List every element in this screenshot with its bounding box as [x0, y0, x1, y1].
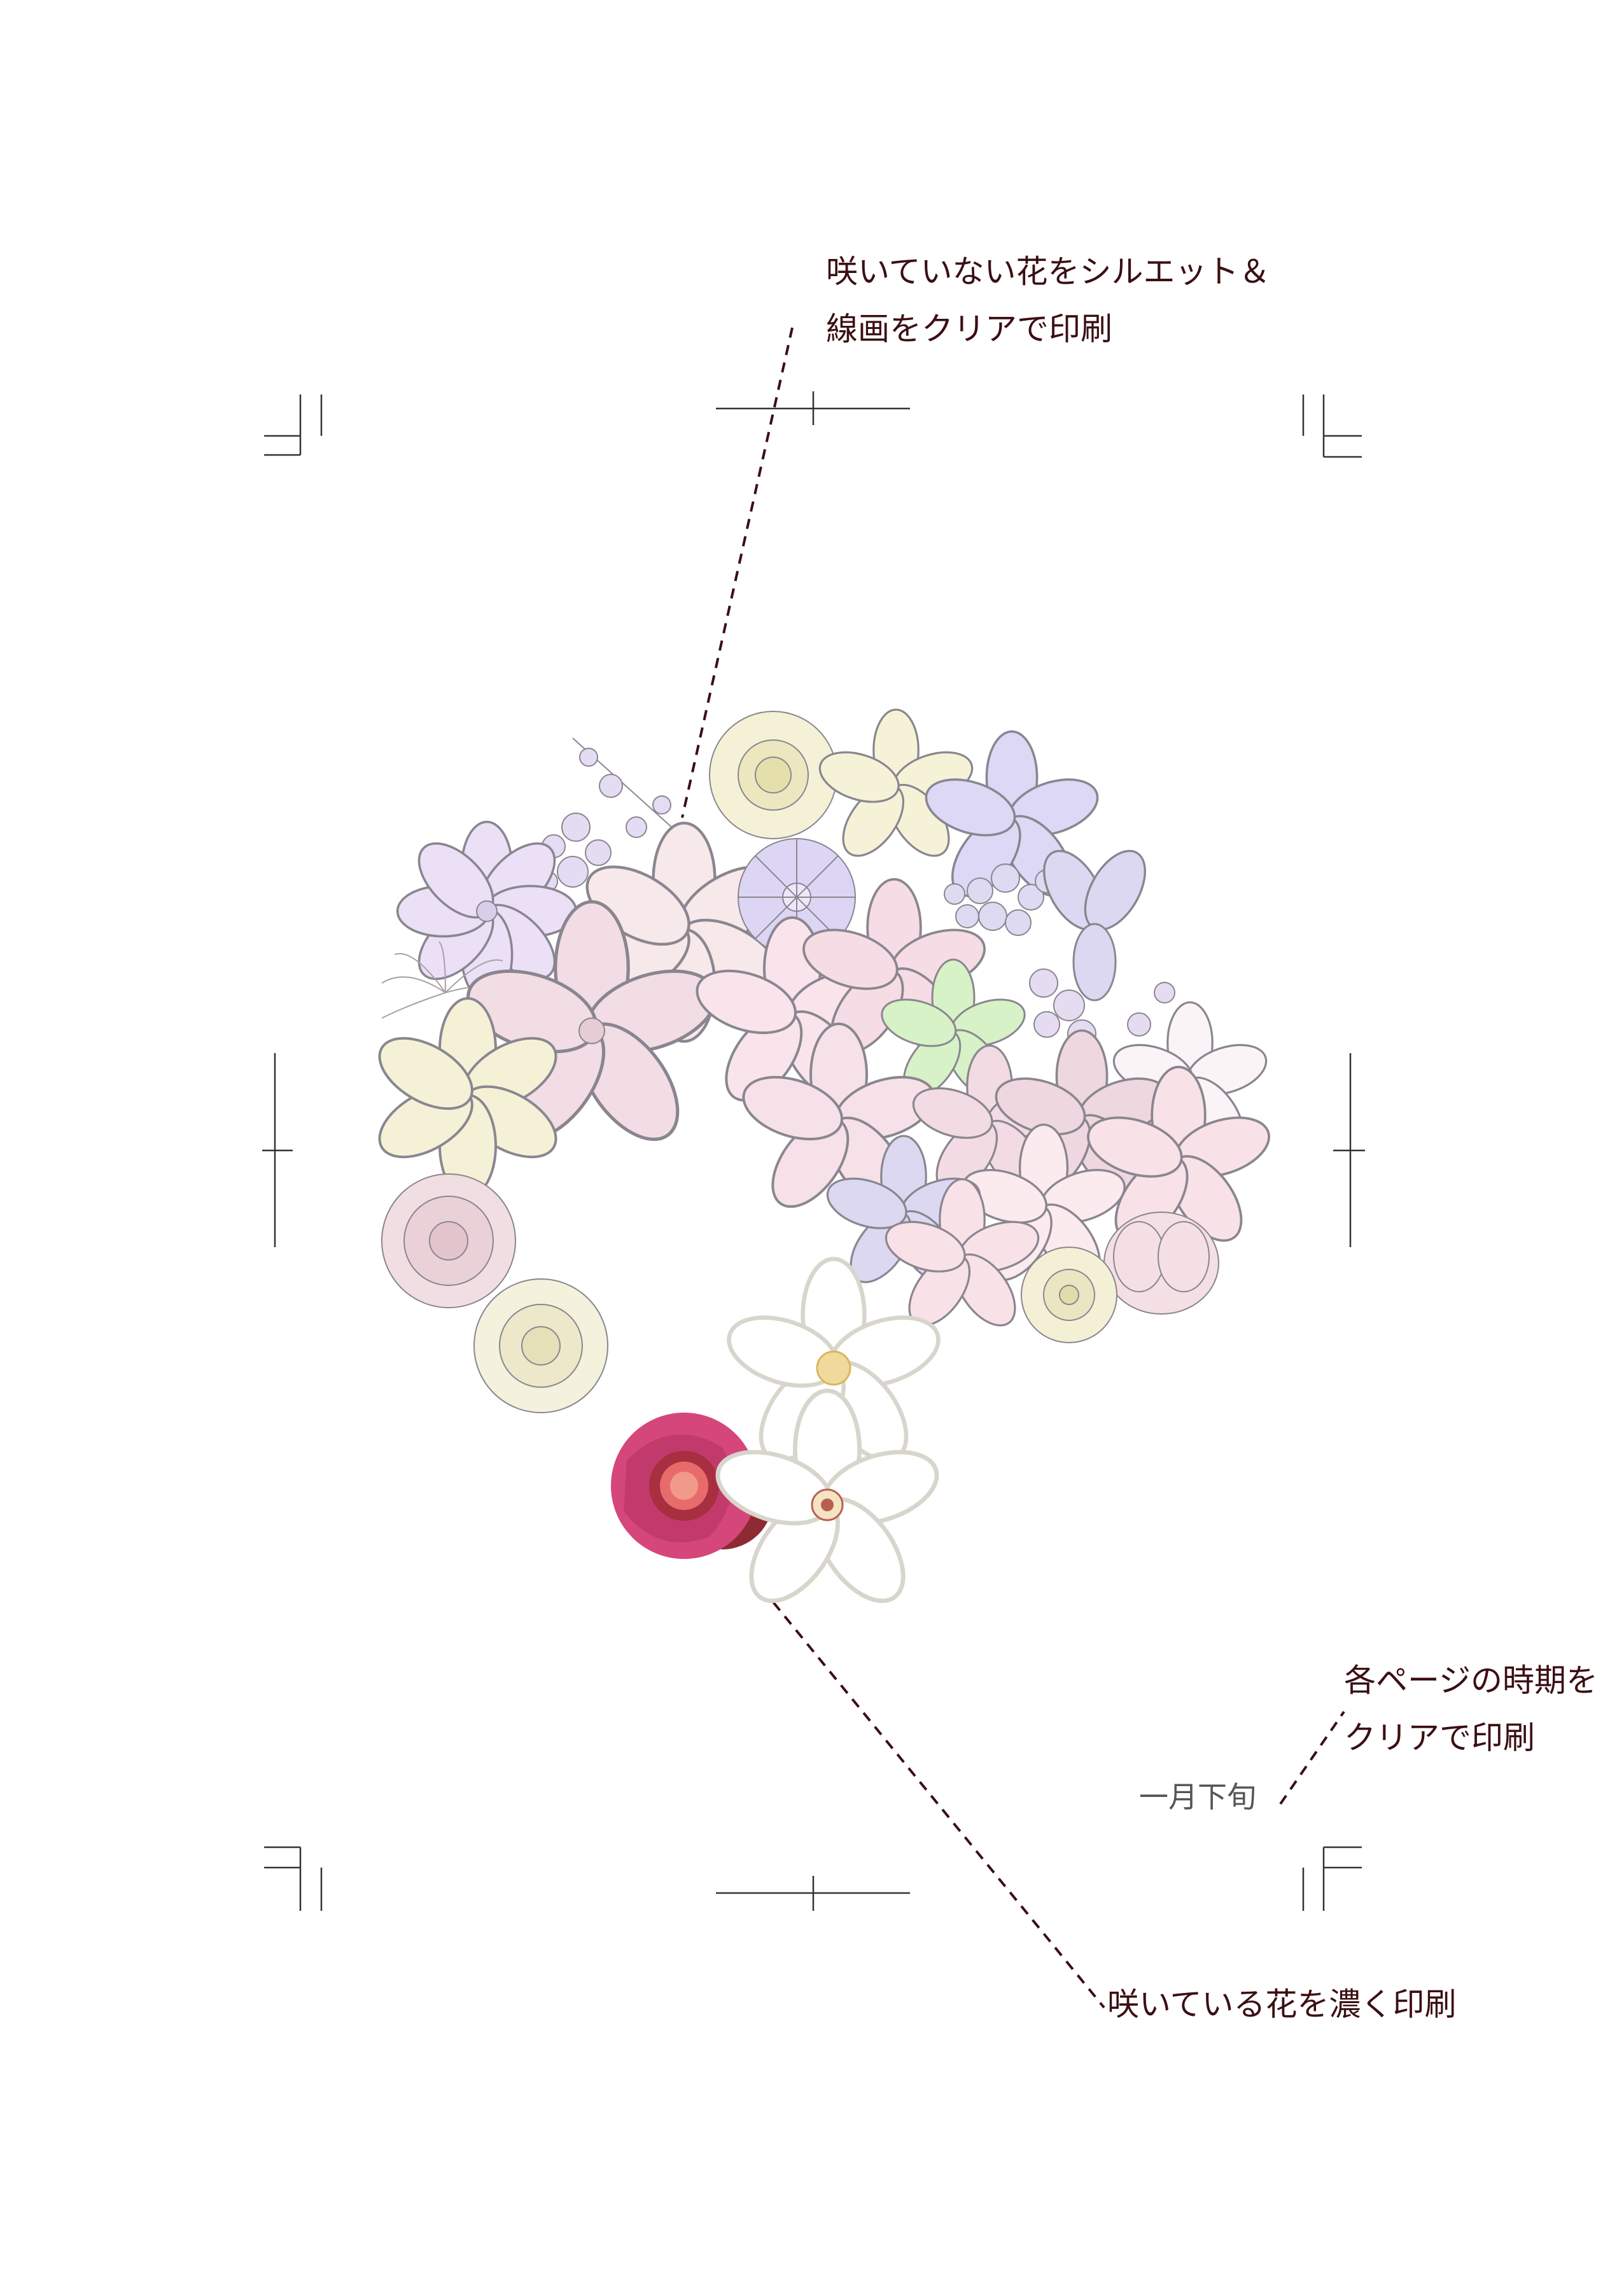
flower-tulip [1103, 1212, 1219, 1315]
registration-mark-right [1333, 1053, 1365, 1247]
crop-mark-top-right [1302, 395, 1362, 458]
leader-line-unbloomed [681, 327, 794, 818]
registration-mark-bottom [716, 1876, 910, 1911]
flower-cosmos [396, 820, 578, 1002]
annotation-unbloomed: 咲いていない花をシルエット＆ 線画をクリアで印刷 [826, 243, 1271, 358]
bloomed-flowers [611, 1259, 947, 1616]
flower-morning-glory [738, 838, 856, 956]
annotation-period-line-2: クリアで印刷 [1344, 1719, 1535, 1756]
annotation-unbloomed-line-2: 線画をクリアで印刷 [826, 311, 1112, 347]
flower-chrysanthemum [473, 1278, 608, 1413]
crop-mark-top-left [264, 395, 323, 456]
leader-lines [681, 327, 1345, 2009]
flower-wreath [366, 708, 1278, 1413]
annotation-unbloomed-line-1: 咲いていない花をシルエット＆ [826, 253, 1271, 290]
flower-white-plum [709, 1391, 946, 1616]
crop-mark-bottom-left [264, 1846, 323, 1911]
registration-mark-left [262, 1053, 293, 1247]
flower-white-narcissus [720, 1259, 947, 1474]
period-label: 一月下旬 [1139, 1780, 1256, 1814]
annotation-bloomed: 咲いている花を濃く印刷 [1107, 1976, 1457, 2033]
flower-gerbera [709, 711, 837, 839]
flower-dahlia [1021, 1247, 1117, 1343]
leader-line-bloomed [750, 1574, 1105, 2009]
annotation-period: 各ページの時期を クリアで印刷 [1344, 1652, 1598, 1766]
annotation-bloomed-line: 咲いている花を濃く印刷 [1107, 1986, 1457, 2023]
flower-large-pink [458, 902, 725, 1156]
flower-pale-camellia [381, 1173, 516, 1308]
leader-line-period [1279, 1710, 1345, 1805]
annotation-period-line-1: 各ページの時期を [1344, 1662, 1598, 1699]
flower-spider-lily [381, 941, 516, 1019]
crop-mark-bottom-right [1302, 1846, 1362, 1911]
registration-mark-top [716, 391, 910, 425]
crop-marks [262, 391, 1365, 1911]
flower-red-camellia [611, 1413, 773, 1559]
